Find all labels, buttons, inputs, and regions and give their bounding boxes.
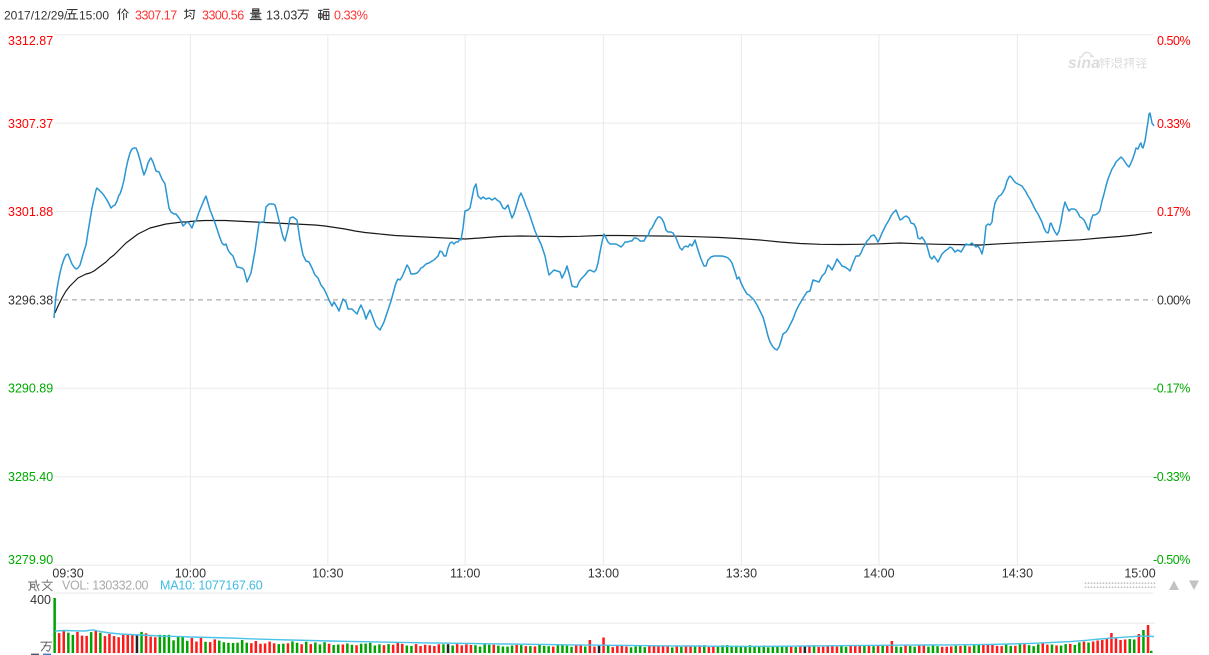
svg-text:3296.38: 3296.38 (8, 293, 53, 307)
svg-text:14:30: 14:30 (1002, 567, 1033, 581)
svg-text:3290.89: 3290.89 (8, 382, 53, 396)
svg-text:3300.56: 3300.56 (202, 9, 244, 23)
svg-text:09:30: 09:30 (52, 567, 83, 581)
svg-text:VOL: 130332.00: VOL: 130332.00 (62, 579, 149, 593)
svg-text:3279.90: 3279.90 (8, 553, 53, 567)
svg-text:3307.37: 3307.37 (8, 117, 53, 131)
svg-text:0.33%: 0.33% (1157, 117, 1191, 131)
svg-text:13.03: 13.03 (266, 9, 297, 23)
svg-text:400: 400 (30, 593, 51, 607)
svg-text:15:00: 15:00 (1124, 567, 1155, 581)
svg-text:0.17%: 0.17% (1157, 205, 1191, 219)
svg-text:3301.88: 3301.88 (8, 205, 53, 219)
svg-text:10:30: 10:30 (312, 567, 343, 581)
svg-text:3312.87: 3312.87 (8, 34, 53, 48)
svg-text:0.33%: 0.33% (334, 9, 368, 23)
svg-text:13:00: 13:00 (588, 567, 619, 581)
svg-text:14:00: 14:00 (863, 567, 894, 581)
svg-text:sina: sina (1068, 55, 1100, 72)
svg-text:3285.40: 3285.40 (8, 470, 53, 484)
svg-text:-0.50%: -0.50% (1153, 553, 1190, 567)
svg-text:11:00: 11:00 (450, 567, 480, 581)
svg-text:3307.17: 3307.17 (135, 9, 177, 23)
svg-text:-0.33%: -0.33% (1153, 470, 1190, 484)
svg-text:2017/12/29/: 2017/12/29/ (4, 9, 68, 23)
svg-text:0.50%: 0.50% (1157, 34, 1191, 48)
svg-text:0.00%: 0.00% (1157, 293, 1191, 307)
svg-text:10:00: 10:00 (175, 567, 206, 581)
svg-text:MA10: 1077167.60: MA10: 1077167.60 (160, 579, 263, 593)
svg-text:13:30: 13:30 (726, 567, 757, 581)
svg-text:-0.17%: -0.17% (1153, 382, 1190, 396)
svg-text:15:00: 15:00 (79, 9, 109, 23)
